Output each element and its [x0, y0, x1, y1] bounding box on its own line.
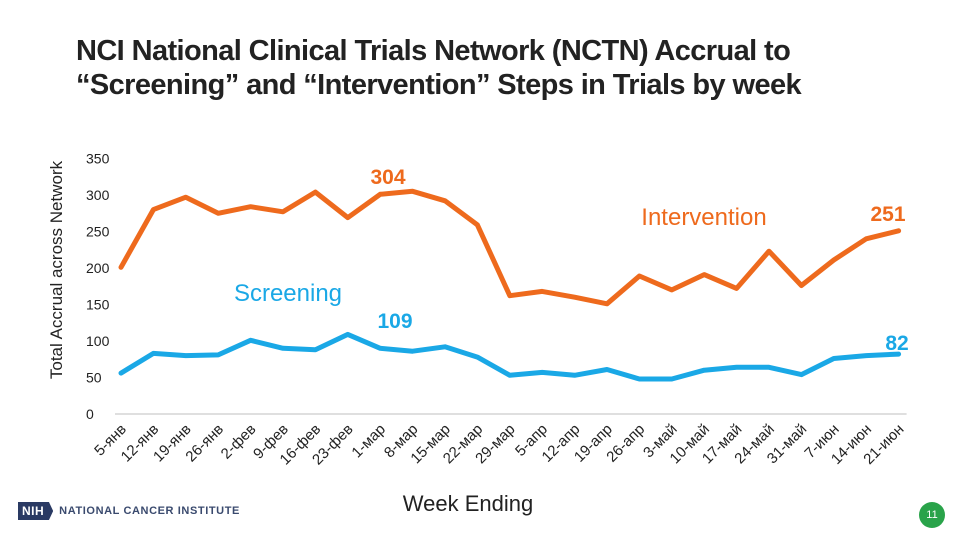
- x-tick-label: 2-фев: [218, 421, 260, 463]
- screening-peak-label: 109: [377, 310, 412, 333]
- y-tick-label: 200: [86, 260, 110, 276]
- y-tick-label: 250: [86, 224, 110, 240]
- x-tick-label: 1-мар: [348, 421, 389, 462]
- y-tick-label: 100: [86, 333, 110, 349]
- nci-logo: NIH NATIONAL CANCER INSTITUTE: [18, 502, 240, 520]
- y-tick-labels: 0 50 100 150 200 250 300 350: [86, 151, 110, 423]
- x-category-labels: 5-янв12-янв19-янв26-янв2-фев9-фев16-фев2…: [91, 421, 907, 469]
- y-tick-label: 50: [86, 370, 102, 386]
- y-tick-label: 300: [86, 187, 110, 203]
- intervention-line: [118, 188, 902, 307]
- title-line-1: NCI National Clinical Trials Network (NC…: [76, 35, 791, 67]
- chart-annotations: Intervention Screening 304 251 109 82: [234, 166, 909, 355]
- page-title: NCI National Clinical Trials Network (NC…: [76, 34, 936, 102]
- screening-last-label: 82: [885, 332, 908, 355]
- y-tick-label: 150: [86, 297, 110, 313]
- intervention-peak-label: 304: [370, 166, 405, 189]
- y-tick-label: 350: [86, 151, 110, 167]
- y-axis-label: Total Accrual across Network: [47, 160, 66, 379]
- screening-line: [118, 331, 902, 382]
- x-axis-label: Week Ending: [403, 491, 533, 516]
- y-tick-label: 0: [86, 406, 94, 422]
- screening-series-label: Screening: [234, 280, 342, 307]
- intervention-last-label: 251: [870, 203, 905, 226]
- nih-badge: NIH: [18, 502, 54, 520]
- series-lines: [118, 188, 902, 382]
- intervention-series-label: Intervention: [641, 204, 766, 231]
- page-number-badge: 11: [919, 502, 945, 528]
- nci-logo-text: NATIONAL CANCER INSTITUTE: [59, 505, 240, 517]
- title-line-2: “Screening” and “Intervention” Steps in …: [76, 69, 802, 101]
